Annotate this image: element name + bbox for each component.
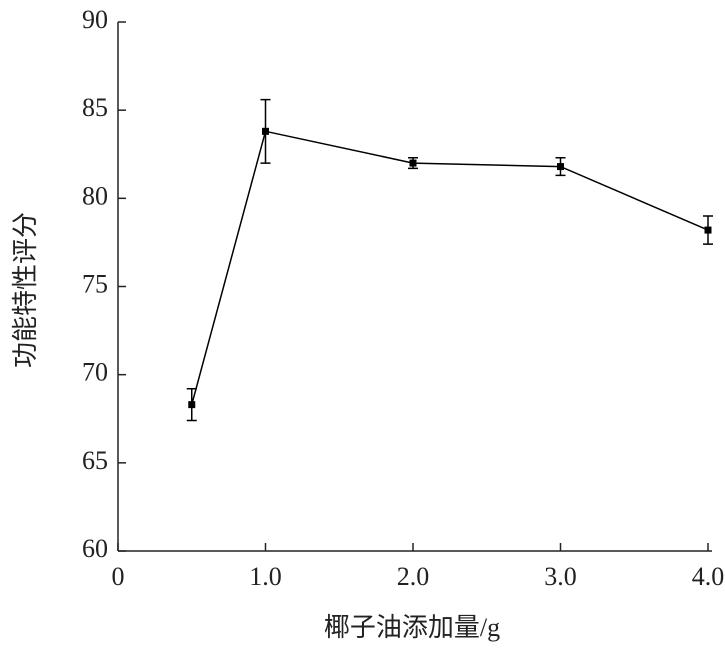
y-tick-label: 80 [82,181,108,210]
x-tick-label: 3.0 [544,562,577,591]
x-tick-label: 1.0 [249,562,282,591]
y-axis-label: 功能特性评分 [11,212,40,368]
data-line [191,130,709,405]
y-tick-label: 85 [82,93,108,122]
y-tick-label: 65 [82,446,108,475]
y-tick-label: 70 [82,358,108,387]
data-point [188,401,196,409]
x-tick-label: 4.0 [692,562,725,591]
data-point [704,226,712,234]
x-tick-label: 2.0 [397,562,430,591]
data-point [262,127,269,135]
y-tick-label: 90 [82,5,108,34]
y-tick-label: 60 [82,534,108,563]
data-point [409,159,417,167]
x-tick-label: 0 [112,562,125,591]
data-point [557,163,564,171]
x-axis-label: 椰子油添加量/g [324,613,500,642]
y-tick-label: 75 [82,269,108,298]
